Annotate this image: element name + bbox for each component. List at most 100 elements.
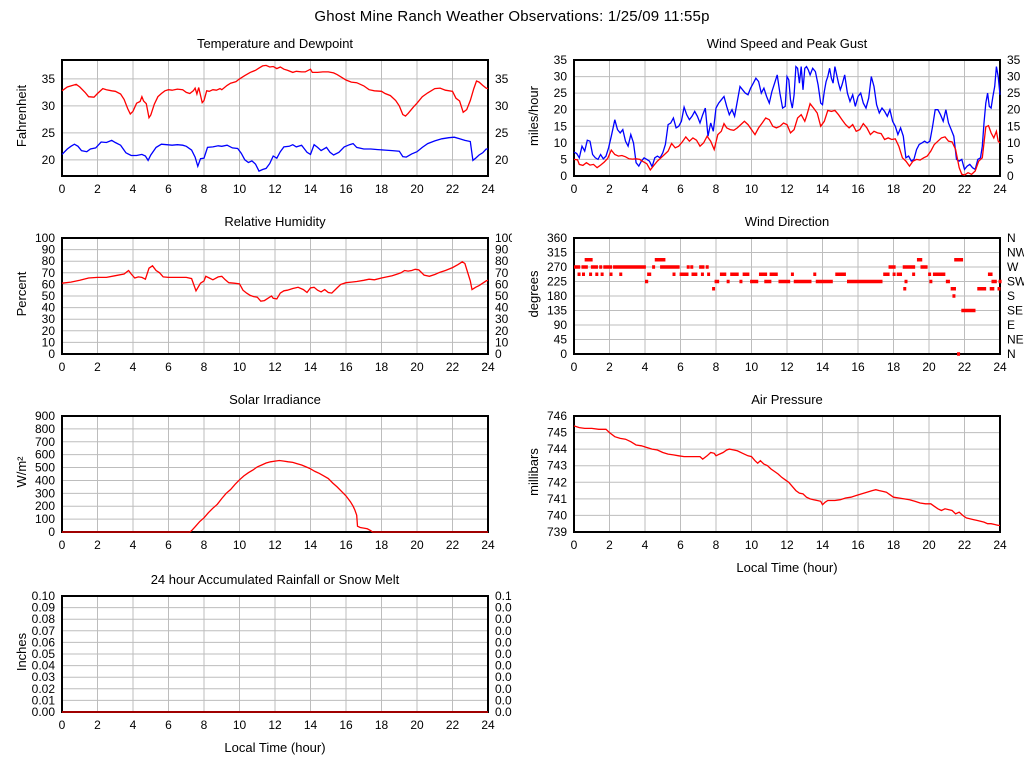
svg-text:40: 40 — [495, 301, 509, 315]
svg-text:4: 4 — [642, 538, 649, 552]
svg-text:20: 20 — [1007, 103, 1021, 117]
svg-text:0: 0 — [571, 182, 578, 196]
svg-text:90: 90 — [42, 243, 56, 257]
chart-title-wind-speed-gust: Wind Speed and Peak Gust — [706, 36, 868, 51]
svg-text:20: 20 — [410, 182, 424, 196]
svg-text:10: 10 — [745, 182, 759, 196]
svg-text:0.03: 0.03 — [495, 670, 512, 684]
svg-text:8: 8 — [201, 360, 208, 374]
svg-text:30: 30 — [42, 99, 56, 113]
svg-text:0: 0 — [495, 347, 502, 361]
svg-text:12: 12 — [780, 538, 794, 552]
svg-text:30: 30 — [42, 312, 56, 326]
svg-text:0.08: 0.08 — [495, 612, 512, 626]
svg-text:0.01: 0.01 — [495, 693, 512, 707]
y-axis-label-fahrenheit: Fahrenheit — [14, 84, 29, 148]
svg-text:0: 0 — [59, 182, 66, 196]
solar-irradiance-plot: 0 2 4 6 8 10 12 14 16 18 20 22 240100200300400500600… — [35, 410, 495, 552]
svg-text:0.09: 0.09 — [495, 601, 512, 615]
svg-text:0.09: 0.09 — [32, 601, 56, 615]
chart-relative-humidity: Relative Humidity Percent 0 2 4 6 8 10 12 14 16 1… — [0, 214, 512, 382]
svg-text:14: 14 — [816, 538, 830, 552]
svg-text:14: 14 — [304, 718, 318, 732]
svg-text:2: 2 — [94, 718, 101, 732]
svg-text:18: 18 — [375, 360, 389, 374]
svg-text:0.04: 0.04 — [32, 659, 56, 673]
svg-text:NE: NE — [1007, 333, 1024, 347]
svg-text:22: 22 — [446, 182, 460, 196]
svg-text:18: 18 — [375, 538, 389, 552]
y-axis-label-percent: Percent — [14, 271, 29, 317]
svg-text:10: 10 — [233, 182, 247, 196]
svg-text:4: 4 — [642, 182, 649, 196]
svg-text:745: 745 — [547, 426, 567, 440]
chart-title-air-pressure: Air Pressure — [751, 392, 823, 407]
svg-text:14: 14 — [304, 538, 318, 552]
y-axis-label-millibars: millibars — [526, 448, 541, 496]
svg-text:100: 100 — [495, 232, 512, 245]
svg-text:10: 10 — [745, 360, 759, 374]
svg-text:6: 6 — [677, 538, 684, 552]
chart-title-temperature-dewpoint: Temperature and Dewpoint — [196, 36, 354, 51]
x-axis-label-local-time: Local Time (hour) — [736, 560, 838, 575]
svg-text:25: 25 — [495, 126, 509, 140]
svg-text:4: 4 — [130, 360, 137, 374]
svg-text:6: 6 — [677, 360, 684, 374]
svg-text:200: 200 — [35, 499, 55, 513]
svg-text:0: 0 — [571, 360, 578, 374]
chart-rainfall: 24 hour Accumulated Rainfall or Snow Mel… — [0, 572, 512, 756]
svg-text:0.06: 0.06 — [495, 635, 512, 649]
svg-text:24: 24 — [481, 718, 495, 732]
svg-text:2: 2 — [94, 538, 101, 552]
svg-text:4: 4 — [130, 718, 137, 732]
svg-text:18: 18 — [375, 182, 389, 196]
svg-text:16: 16 — [339, 538, 353, 552]
svg-text:25: 25 — [1007, 86, 1021, 100]
svg-text:20: 20 — [42, 324, 56, 338]
svg-text:0: 0 — [59, 538, 66, 552]
svg-text:180: 180 — [547, 289, 567, 303]
svg-text:20: 20 — [922, 360, 936, 374]
svg-text:0.06: 0.06 — [32, 635, 56, 649]
y-axis-label-watts-per-m2: W/m² — [14, 456, 29, 488]
svg-text:45: 45 — [554, 333, 568, 347]
svg-text:E: E — [1007, 318, 1015, 332]
chart-wind-direction: Wind Direction degrees 0 2 4 6 8 10 12 14 16 18 20… — [512, 214, 1024, 382]
svg-text:16: 16 — [339, 360, 353, 374]
svg-text:6: 6 — [165, 360, 172, 374]
svg-text:20: 20 — [42, 153, 56, 167]
svg-text:35: 35 — [495, 72, 509, 86]
svg-text:60: 60 — [42, 277, 56, 291]
svg-text:16: 16 — [851, 360, 865, 374]
svg-text:0.00: 0.00 — [32, 705, 56, 719]
svg-text:16: 16 — [339, 182, 353, 196]
svg-text:15: 15 — [554, 119, 568, 133]
svg-text:24: 24 — [993, 360, 1007, 374]
svg-text:0.03: 0.03 — [32, 670, 56, 684]
svg-text:24: 24 — [481, 538, 495, 552]
svg-text:4: 4 — [130, 182, 137, 196]
svg-text:0.05: 0.05 — [495, 647, 512, 661]
svg-text:20: 20 — [410, 718, 424, 732]
svg-text:18: 18 — [887, 182, 901, 196]
chart-title-rainfall: 24 hour Accumulated Rainfall or Snow Mel… — [150, 572, 400, 587]
svg-text:20: 20 — [495, 153, 509, 167]
svg-text:0.07: 0.07 — [32, 624, 56, 638]
svg-text:NW: NW — [1007, 246, 1024, 260]
svg-text:16: 16 — [851, 538, 865, 552]
page-title: Ghost Mine Ranch Weather Observations: 1… — [314, 8, 710, 25]
svg-text:6: 6 — [165, 538, 172, 552]
svg-text:14: 14 — [816, 360, 830, 374]
svg-text:100: 100 — [35, 512, 55, 526]
svg-text:18: 18 — [887, 360, 901, 374]
svg-text:20: 20 — [410, 360, 424, 374]
svg-text:0: 0 — [48, 347, 55, 361]
svg-text:5: 5 — [560, 152, 567, 166]
svg-text:0.08: 0.08 — [32, 612, 56, 626]
svg-text:N: N — [1007, 232, 1016, 245]
svg-text:20: 20 — [554, 103, 568, 117]
svg-text:0: 0 — [1007, 169, 1014, 183]
svg-text:20: 20 — [922, 182, 936, 196]
